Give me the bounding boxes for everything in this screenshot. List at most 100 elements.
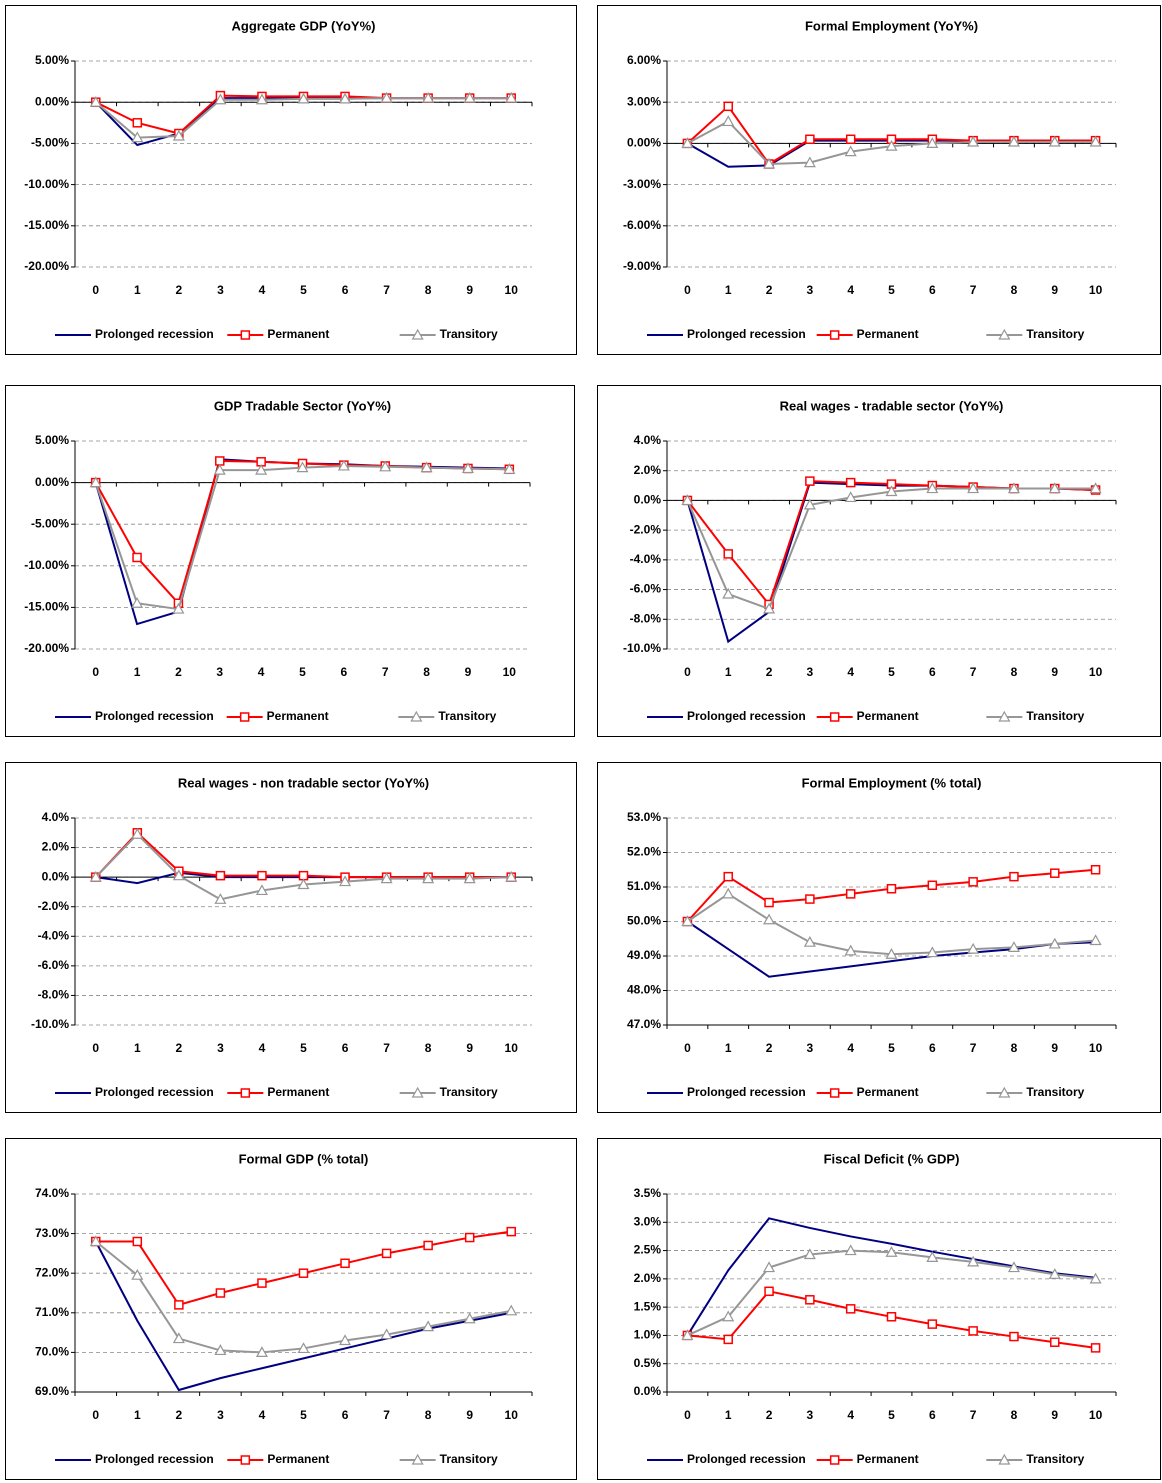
y-tick-label: -15.00% — [24, 218, 69, 232]
x-tick-label: 1 — [725, 665, 732, 679]
marker — [1089, 135, 1102, 147]
marker — [239, 712, 250, 722]
marker — [214, 1344, 227, 1356]
legend-label: Permanent — [267, 327, 329, 341]
legend-label: Permanent — [857, 709, 919, 723]
chart-title: Real wages - tradable sector (YoY%) — [780, 398, 1004, 413]
marker — [763, 1261, 776, 1273]
x-tick-label: 5 — [299, 665, 306, 679]
series-line — [686, 920, 1096, 978]
x-tick-label: 9 — [466, 283, 473, 297]
y-tick-label: 2.0% — [634, 1271, 662, 1285]
y-tick-label: 52.0% — [627, 845, 661, 859]
marker — [1048, 482, 1061, 494]
marker — [926, 1251, 939, 1262]
x-tick-label: 7 — [383, 1408, 390, 1422]
legend-label: Prolonged recession — [95, 1452, 214, 1466]
panel-border — [597, 5, 1161, 355]
y-tick-label: 4.0% — [634, 433, 662, 447]
marker — [764, 897, 774, 908]
marker — [1007, 941, 1020, 952]
x-tick-label: 8 — [425, 1041, 432, 1055]
x-tick-label: 2 — [176, 1408, 183, 1422]
x-tick-label: 8 — [1011, 1408, 1018, 1422]
x-tick-label: 0 — [684, 665, 691, 679]
marker — [763, 157, 776, 169]
x-tick-label: 2 — [766, 283, 773, 297]
x-tick-label: 2 — [176, 283, 183, 297]
marker — [844, 491, 857, 503]
y-tick-label: 6.00% — [627, 53, 661, 67]
marker — [1007, 1261, 1020, 1273]
marker — [763, 602, 776, 614]
x-tick-label: 10 — [1089, 665, 1103, 679]
y-tick-label: 70.0% — [35, 1345, 69, 1359]
y-tick-label: 1.0% — [634, 1328, 662, 1342]
marker — [297, 1342, 310, 1354]
marker — [89, 95, 102, 107]
marker — [845, 134, 856, 145]
x-tick-label: 3 — [807, 665, 814, 679]
marker — [463, 1312, 476, 1324]
y-tick-label: 73.0% — [35, 1226, 69, 1240]
y-tick-label: 0.0% — [634, 1384, 662, 1398]
marker — [297, 92, 310, 104]
y-tick-label: 3.0% — [634, 1214, 662, 1228]
marker — [967, 482, 980, 494]
y-tick-label: -9.00% — [623, 259, 661, 273]
legend-label: Prolonged recession — [687, 1452, 806, 1466]
y-tick-label: -4.0% — [38, 928, 70, 942]
marker — [215, 870, 226, 881]
x-tick-label: 0 — [684, 1041, 691, 1055]
legend-label: Transitory — [1026, 1452, 1084, 1466]
marker — [723, 871, 733, 882]
marker — [886, 1312, 897, 1322]
marker — [1009, 1331, 1019, 1342]
marker — [131, 131, 144, 143]
marker — [885, 1246, 898, 1257]
y-tick-label: 74.0% — [35, 1186, 69, 1200]
x-tick-label: 7 — [970, 283, 977, 297]
chart-title: Formal GDP (% total) — [239, 1151, 369, 1166]
marker — [998, 328, 1011, 340]
marker — [380, 1328, 393, 1340]
panel-border — [5, 1138, 577, 1480]
marker — [339, 875, 352, 887]
marker — [1009, 871, 1019, 882]
x-tick-label: 6 — [929, 665, 936, 679]
marker — [1007, 135, 1020, 147]
marker — [998, 1453, 1011, 1465]
legend-label: Transitory — [1026, 1085, 1084, 1099]
marker — [464, 1232, 475, 1243]
marker — [803, 935, 816, 947]
y-tick-label: 72.0% — [35, 1265, 69, 1279]
chart-title: GDP Tradable Sector (YoY%) — [214, 398, 391, 413]
marker — [213, 463, 226, 475]
marker — [296, 461, 309, 473]
marker — [131, 597, 144, 608]
marker — [927, 880, 938, 891]
panel-border — [597, 1138, 1161, 1480]
marker — [1089, 482, 1102, 494]
y-tick-label: -5.00% — [31, 516, 69, 530]
x-tick-label: 9 — [466, 1041, 473, 1055]
y-tick-label: 2.0% — [42, 840, 70, 854]
panel-border — [597, 762, 1161, 1113]
marker — [423, 1240, 433, 1251]
x-tick-label: 2 — [766, 665, 773, 679]
marker — [1050, 868, 1060, 878]
chart-panel: Formal Employment (% total) 53.0% 52.0% 51.… — [597, 762, 1161, 1113]
x-tick-label: 10 — [503, 665, 517, 679]
marker — [722, 115, 735, 127]
marker — [131, 828, 144, 839]
marker — [240, 330, 251, 340]
y-tick-label: 51.0% — [627, 879, 661, 893]
marker — [506, 1226, 516, 1237]
marker — [298, 1268, 309, 1278]
legend-label: Permanent — [857, 327, 919, 341]
y-tick-label: 53.0% — [627, 810, 661, 824]
legend-label: Transitory — [440, 327, 498, 341]
x-tick-label: 4 — [847, 1041, 854, 1055]
chart-panel: Real wages - non tradable sector (YoY%) 4… — [5, 762, 577, 1113]
marker — [885, 485, 898, 497]
